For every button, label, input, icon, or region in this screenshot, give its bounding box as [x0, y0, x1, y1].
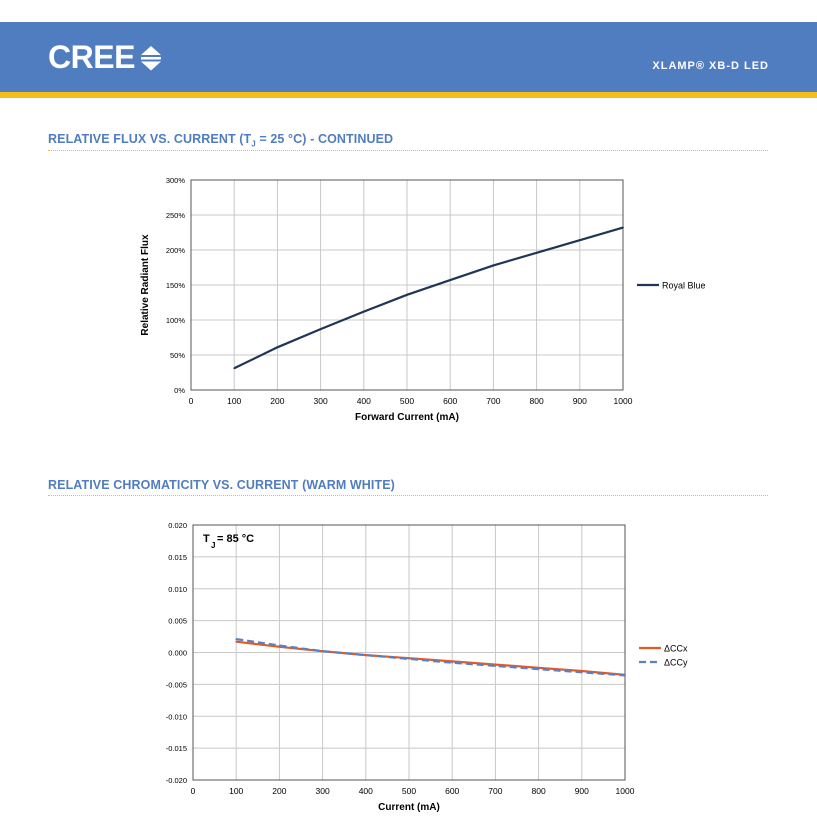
y-tick-label: 0.015	[168, 553, 187, 562]
data-point	[451, 661, 454, 664]
y-tick-label: 0.000	[168, 649, 187, 658]
y-tick-label: 0.020	[168, 521, 187, 530]
y-axis-label: Relative Radiant Flux	[140, 234, 151, 336]
y-tick-label: 50%	[170, 351, 185, 360]
x-axis-label: Current (mA)	[378, 802, 440, 813]
annotation-subscript: J	[211, 541, 215, 550]
x-tick-label: 1000	[614, 396, 633, 406]
y-tick-label: 100%	[166, 316, 186, 325]
y-tick-label: 250%	[166, 211, 186, 220]
data-point	[406, 294, 408, 296]
x-tick-label: 100	[229, 786, 243, 796]
x-tick-label: 800	[532, 786, 546, 796]
data-point	[581, 671, 583, 674]
section-title-flux: RELATIVE FLUX VS. CURRENT (TJ = 25 °C) -…	[48, 132, 394, 149]
series-line-2	[236, 638, 626, 677]
data-point	[537, 668, 540, 670]
data-point	[321, 650, 324, 653]
y-tick-label: 200%	[166, 246, 186, 255]
page-header: CREE XLAMP® XB-D LED	[0, 22, 817, 92]
x-tick-label: 800	[530, 396, 544, 406]
top-margin	[0, 0, 817, 22]
data-point	[451, 660, 454, 663]
y-tick-label: 0.005	[168, 617, 187, 626]
data-point	[579, 239, 581, 241]
data-point	[363, 310, 365, 313]
logo-text: CREE	[48, 39, 135, 75]
legend-label: ΔCCx	[664, 644, 688, 654]
y-tick-label: 150%	[166, 281, 186, 290]
series-line-1	[236, 640, 626, 676]
logo-arrows-icon	[140, 45, 161, 70]
data-point	[319, 328, 322, 330]
x-tick-label: 1000	[616, 786, 635, 796]
data-point	[365, 654, 367, 656]
y-tick-label: 0%	[174, 386, 185, 395]
data-point	[494, 663, 497, 666]
data-point	[278, 644, 281, 647]
data-point	[449, 279, 452, 281]
y-tick-label: 300%	[166, 176, 186, 185]
data-point	[235, 640, 237, 643]
data-point	[622, 226, 624, 229]
x-tick-label: 500	[402, 786, 416, 796]
y-tick-label: -0.020	[166, 776, 187, 785]
y-tick-label: -0.015	[166, 744, 187, 753]
brand-logo: CREE	[48, 39, 163, 76]
data-point	[494, 665, 497, 667]
data-point	[492, 264, 495, 267]
annotation-text: T	[203, 533, 210, 545]
x-tick-label: 700	[486, 396, 500, 406]
data-point	[276, 346, 279, 349]
legend-label: ΔCCy	[664, 658, 688, 668]
plot-frame	[192, 524, 626, 781]
x-tick-label: 500	[400, 396, 414, 406]
x-tick-label: 600	[443, 396, 457, 406]
data-point	[624, 674, 626, 677]
x-tick-label: 600	[445, 786, 459, 796]
flux-chart: 0 100 200 300 400 500 600 700 800 900 1000 0% 50% 100…	[140, 176, 706, 423]
x-axis-label: Forward Current (mA)	[355, 412, 459, 423]
data-point	[535, 252, 538, 254]
y-tick-label: 0.010	[168, 585, 187, 594]
chromaticity-chart: 0 100 200 300 400 500 600 700 800 900 1000 -0.020 -0…	[166, 521, 688, 813]
x-tick-label: 700	[488, 786, 502, 796]
section-title-chromaticity: RELATIVE CHROMATICITY VS. CURRENT (WARM …	[48, 478, 395, 492]
x-tick-label: 200	[272, 786, 286, 796]
data-point	[235, 638, 237, 640]
plot-frame	[190, 179, 624, 391]
x-tick-label: 400	[359, 786, 373, 796]
section-divider	[48, 495, 768, 496]
data-point	[233, 367, 235, 370]
product-name: XLAMP® XB-D LED	[652, 60, 769, 72]
x-tick-label: 100	[227, 396, 241, 406]
y-tick-label: -0.005	[166, 680, 187, 689]
x-tick-label: 400	[357, 396, 371, 406]
data-point	[408, 658, 410, 660]
header-rule	[0, 92, 817, 98]
series-line-1	[233, 226, 624, 370]
section-divider	[48, 150, 768, 151]
x-tick-label: 0	[191, 786, 196, 796]
x-tick-label: 300	[316, 786, 330, 796]
x-tick-label: 0	[189, 396, 194, 406]
x-tick-label: 900	[573, 396, 587, 406]
x-tick-label: 200	[270, 396, 284, 406]
annotation-text: = 85 °C	[217, 533, 254, 545]
x-tick-label: 300	[314, 396, 328, 406]
legend-label: Royal Blue	[662, 281, 706, 291]
y-tick-label: -0.010	[166, 712, 187, 721]
x-tick-label: 900	[575, 786, 589, 796]
